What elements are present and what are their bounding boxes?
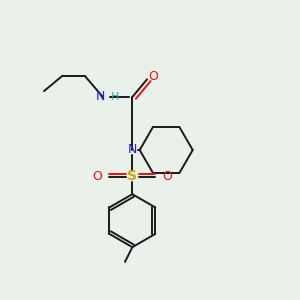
Text: O: O (92, 170, 102, 183)
Text: N: N (96, 91, 105, 103)
Text: O: O (148, 70, 158, 83)
Text: S: S (127, 169, 137, 184)
Text: N: N (128, 143, 137, 157)
Text: H: H (111, 92, 119, 102)
Text: O: O (163, 170, 172, 183)
